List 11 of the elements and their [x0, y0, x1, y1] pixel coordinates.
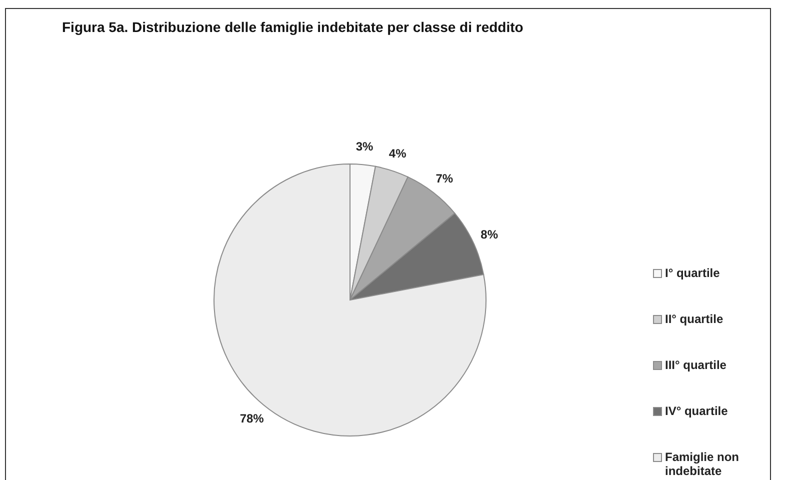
legend-label: IV° quartile [665, 404, 729, 418]
legend-label: III° quartile [665, 358, 728, 372]
legend-label: I° quartile [665, 266, 721, 280]
legend-label: Famiglie non indebitate [665, 450, 740, 478]
data-label: 3% [356, 140, 374, 154]
data-label: 4% [388, 146, 407, 161]
chart-title: Figura 5a. Distribuzione delle famiglie indebitate per classe di reddito [62, 19, 524, 35]
data-label: 7% [436, 171, 454, 186]
legend-label: II° quartile [665, 312, 724, 326]
data-label: 78% [240, 412, 264, 426]
data-label: 8% [480, 227, 498, 242]
